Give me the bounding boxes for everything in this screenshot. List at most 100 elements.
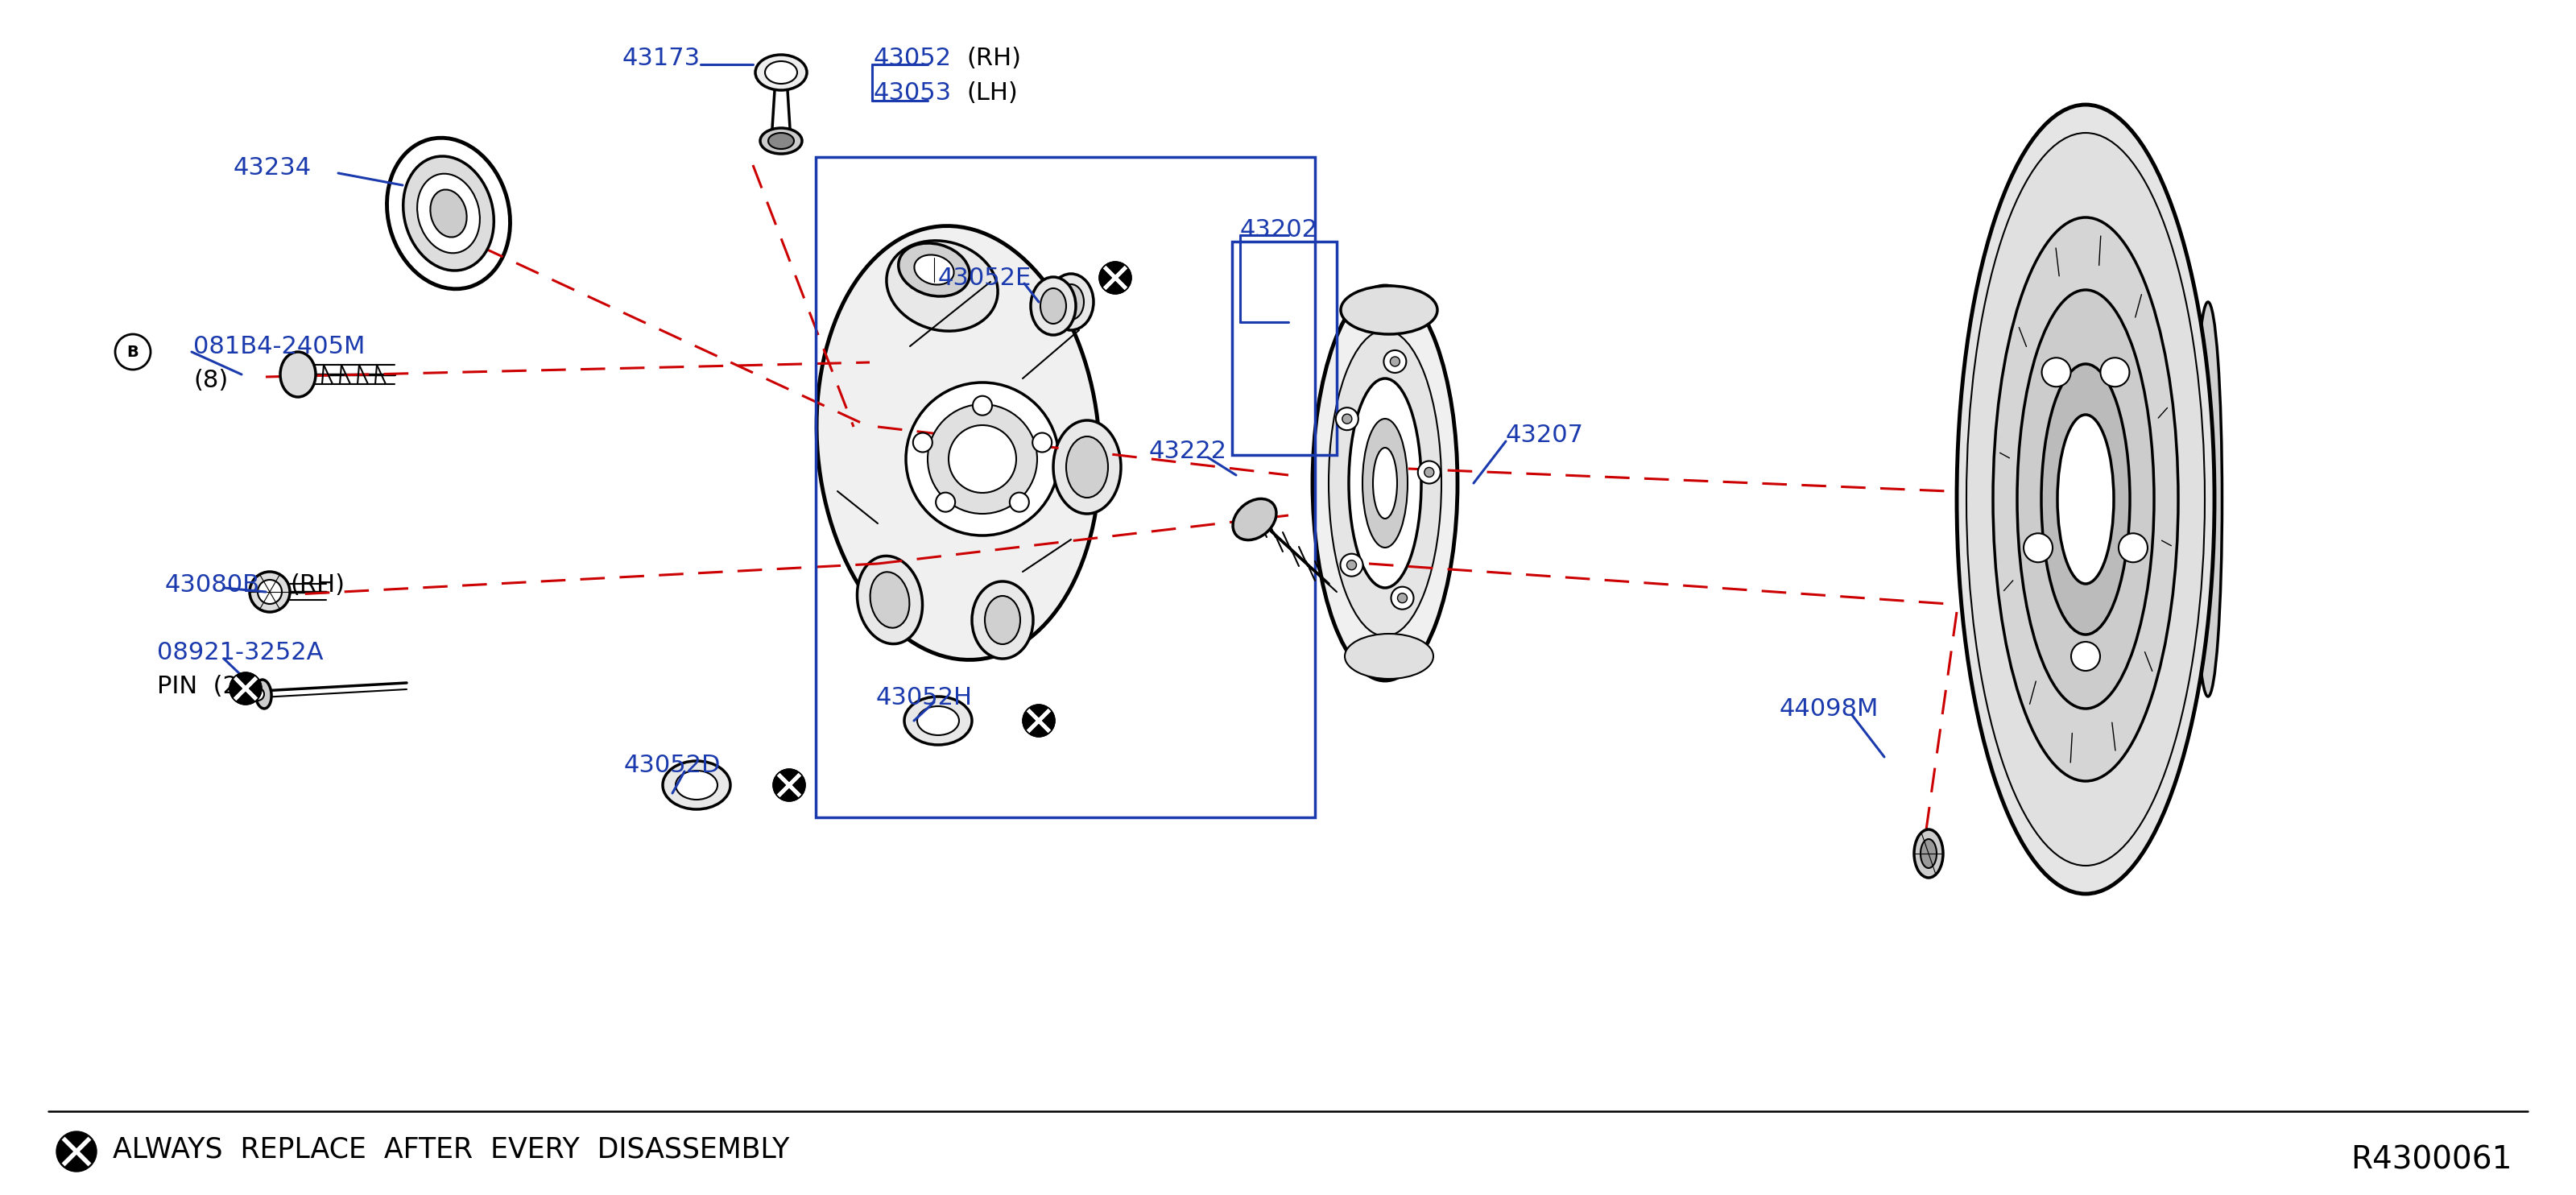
Ellipse shape: [948, 425, 1015, 492]
Ellipse shape: [1958, 105, 2215, 894]
Text: 43234: 43234: [234, 155, 312, 179]
Ellipse shape: [1363, 418, 1406, 547]
Ellipse shape: [984, 596, 1020, 644]
Text: 43222: 43222: [1149, 440, 1226, 462]
Ellipse shape: [1965, 133, 2205, 865]
Circle shape: [2099, 357, 2130, 387]
Circle shape: [1023, 705, 1056, 737]
Ellipse shape: [1373, 448, 1396, 519]
Ellipse shape: [430, 190, 466, 237]
Circle shape: [1417, 461, 1440, 484]
Text: (RH): (RH): [291, 572, 345, 596]
Circle shape: [974, 396, 992, 416]
Ellipse shape: [765, 61, 796, 84]
Ellipse shape: [1314, 286, 1458, 680]
Text: 43052D: 43052D: [623, 753, 721, 777]
Circle shape: [2071, 642, 2099, 670]
Circle shape: [229, 673, 263, 705]
Ellipse shape: [871, 572, 909, 627]
Ellipse shape: [914, 255, 953, 284]
Circle shape: [773, 770, 806, 801]
Bar: [1231, 241, 1337, 455]
Circle shape: [252, 687, 265, 700]
Circle shape: [116, 335, 149, 369]
Circle shape: [1383, 350, 1406, 373]
Text: 43052E: 43052E: [938, 266, 1033, 289]
Circle shape: [1340, 553, 1363, 576]
Ellipse shape: [760, 128, 801, 154]
Text: (RH): (RH): [966, 47, 1020, 69]
Ellipse shape: [1041, 288, 1066, 324]
Ellipse shape: [1054, 421, 1121, 514]
Text: 43080B: 43080B: [165, 572, 260, 596]
Ellipse shape: [1914, 829, 1942, 878]
Ellipse shape: [1066, 436, 1108, 497]
Text: R4300061: R4300061: [2352, 1145, 2512, 1175]
Circle shape: [1399, 593, 1406, 603]
Ellipse shape: [1329, 330, 1443, 636]
Circle shape: [2117, 533, 2148, 563]
Text: 43207: 43207: [1507, 423, 1584, 447]
Ellipse shape: [2195, 302, 2223, 697]
Circle shape: [1347, 560, 1358, 570]
Circle shape: [1010, 492, 1028, 511]
Ellipse shape: [904, 697, 971, 744]
Text: B: B: [126, 344, 139, 360]
Ellipse shape: [250, 571, 291, 612]
Ellipse shape: [2058, 415, 2115, 584]
Ellipse shape: [817, 226, 1100, 660]
Ellipse shape: [1922, 839, 1937, 868]
Circle shape: [935, 492, 956, 511]
Ellipse shape: [899, 243, 969, 296]
Ellipse shape: [858, 556, 922, 644]
Circle shape: [57, 1132, 98, 1171]
Text: 08921-3252A: 08921-3252A: [157, 641, 325, 664]
Text: (LH): (LH): [966, 81, 1018, 104]
Ellipse shape: [386, 137, 510, 289]
Circle shape: [1342, 413, 1352, 424]
Circle shape: [1391, 587, 1414, 609]
Ellipse shape: [1234, 498, 1275, 540]
Ellipse shape: [768, 133, 793, 149]
Circle shape: [229, 673, 263, 705]
Text: PIN  (2): PIN (2): [157, 674, 247, 698]
Circle shape: [1425, 467, 1435, 477]
Text: (8): (8): [193, 368, 229, 392]
Text: 081B4-2405M: 081B4-2405M: [193, 335, 366, 358]
Text: 43173: 43173: [623, 47, 701, 69]
Text: 43052H: 43052H: [876, 686, 974, 709]
Circle shape: [1100, 262, 1131, 294]
Ellipse shape: [662, 761, 732, 809]
Ellipse shape: [1994, 217, 2179, 782]
Text: 43202: 43202: [1239, 217, 1319, 241]
Bar: [817, 157, 1314, 817]
Ellipse shape: [417, 173, 479, 253]
Ellipse shape: [971, 582, 1033, 658]
Ellipse shape: [258, 580, 281, 603]
Circle shape: [1337, 407, 1358, 430]
Ellipse shape: [1059, 284, 1084, 320]
Circle shape: [912, 433, 933, 452]
Text: ALWAYS  REPLACE  AFTER  EVERY  DISASSEMBLY: ALWAYS REPLACE AFTER EVERY DISASSEMBLY: [113, 1136, 788, 1164]
Text: 44098M: 44098M: [1780, 697, 1878, 721]
Ellipse shape: [1048, 274, 1095, 330]
Ellipse shape: [927, 404, 1038, 514]
Ellipse shape: [1030, 277, 1077, 335]
Ellipse shape: [907, 382, 1059, 535]
Ellipse shape: [1345, 633, 1432, 679]
Circle shape: [2043, 357, 2071, 387]
Circle shape: [1023, 705, 1056, 737]
Ellipse shape: [1350, 379, 1422, 588]
Ellipse shape: [675, 771, 719, 799]
Ellipse shape: [281, 351, 317, 397]
Circle shape: [1033, 433, 1051, 452]
Ellipse shape: [2040, 364, 2130, 635]
Ellipse shape: [2017, 290, 2154, 709]
Ellipse shape: [404, 157, 495, 270]
Ellipse shape: [1340, 286, 1437, 335]
Text: 43052: 43052: [873, 47, 951, 69]
Text: 43053: 43053: [873, 81, 953, 104]
Ellipse shape: [255, 680, 270, 709]
Circle shape: [2025, 533, 2053, 563]
Ellipse shape: [755, 55, 806, 90]
